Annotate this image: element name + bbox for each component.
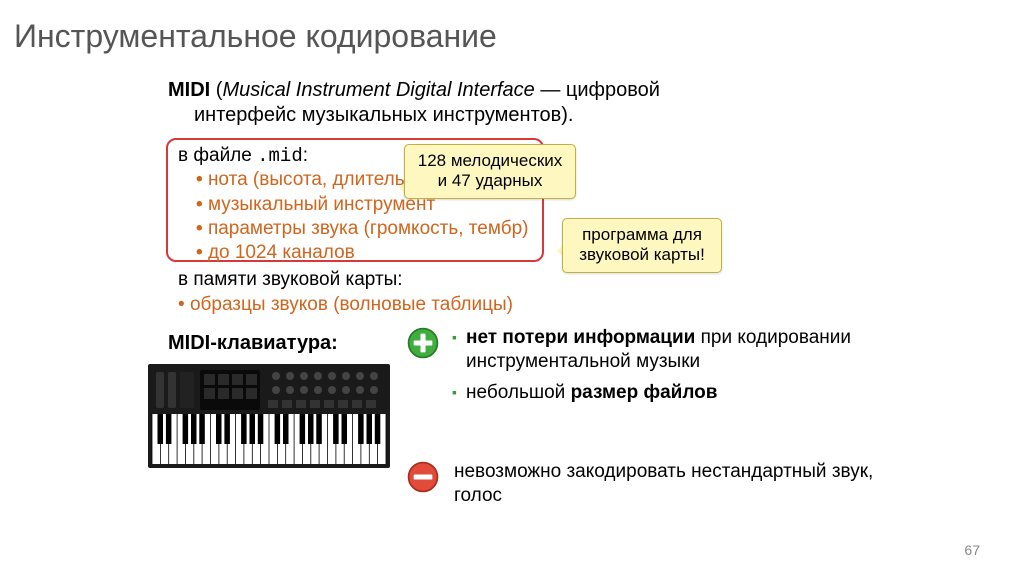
- plus-icon: [406, 326, 440, 360]
- memory-item-text: образцы звуков (волновые таблицы): [190, 294, 513, 315]
- callout-instruments: 128 мелодических и 47 ударных: [404, 144, 576, 199]
- file-header-mono: .mid: [257, 145, 303, 167]
- midi-intro: MIDI (Musical Instrument Digital Interfa…: [168, 78, 768, 128]
- callout-line: звуковой карты!: [579, 245, 705, 264]
- pro-bold: нет потери информации: [466, 327, 695, 348]
- memory-item: • образцы звуков (волновые таблицы): [178, 293, 513, 318]
- list-item: нет потери информации при кодировании ин…: [452, 326, 912, 375]
- callout-program: программа для звуковой карты!: [562, 218, 722, 273]
- midi-expansion: Musical Instrument Digital Interface: [222, 79, 534, 101]
- list-item: параметры звука (громкость, тембр): [196, 217, 532, 241]
- slide-title: Инструментальное кодирование: [14, 18, 497, 55]
- list-item: до 1024 каналов: [196, 241, 532, 265]
- memory-block: в памяти звуковой карты: • образцы звуко…: [178, 268, 513, 317]
- callout-line: программа для: [582, 225, 702, 244]
- midi-dash: — цифровой: [540, 79, 660, 101]
- midi-keyboard-label: MIDI-клавиатура:: [168, 332, 338, 355]
- pro-bold: размер файлов: [571, 382, 718, 403]
- pro-pre: небольшой: [466, 382, 571, 403]
- list-item: небольшой размер файлов: [452, 381, 912, 405]
- memory-header: в памяти звуковой карты:: [178, 268, 513, 293]
- midi-line2: интерфейс музыкальных инструментов).: [194, 104, 573, 126]
- cons-text: невозможно закодировать нестандартный зв…: [454, 460, 874, 509]
- midi-keyboard-image: [148, 364, 390, 468]
- callout-line: 128 мелодических: [418, 151, 563, 170]
- callout-line: и 47 ударных: [438, 171, 543, 190]
- file-header-after: :: [303, 145, 308, 166]
- midi-abbr: MIDI: [168, 79, 210, 101]
- pros-list: нет потери информации при кодировании ин…: [452, 326, 912, 411]
- file-header-before: в файле: [178, 145, 257, 166]
- minus-icon: [406, 460, 440, 494]
- page-number: 67: [964, 542, 980, 558]
